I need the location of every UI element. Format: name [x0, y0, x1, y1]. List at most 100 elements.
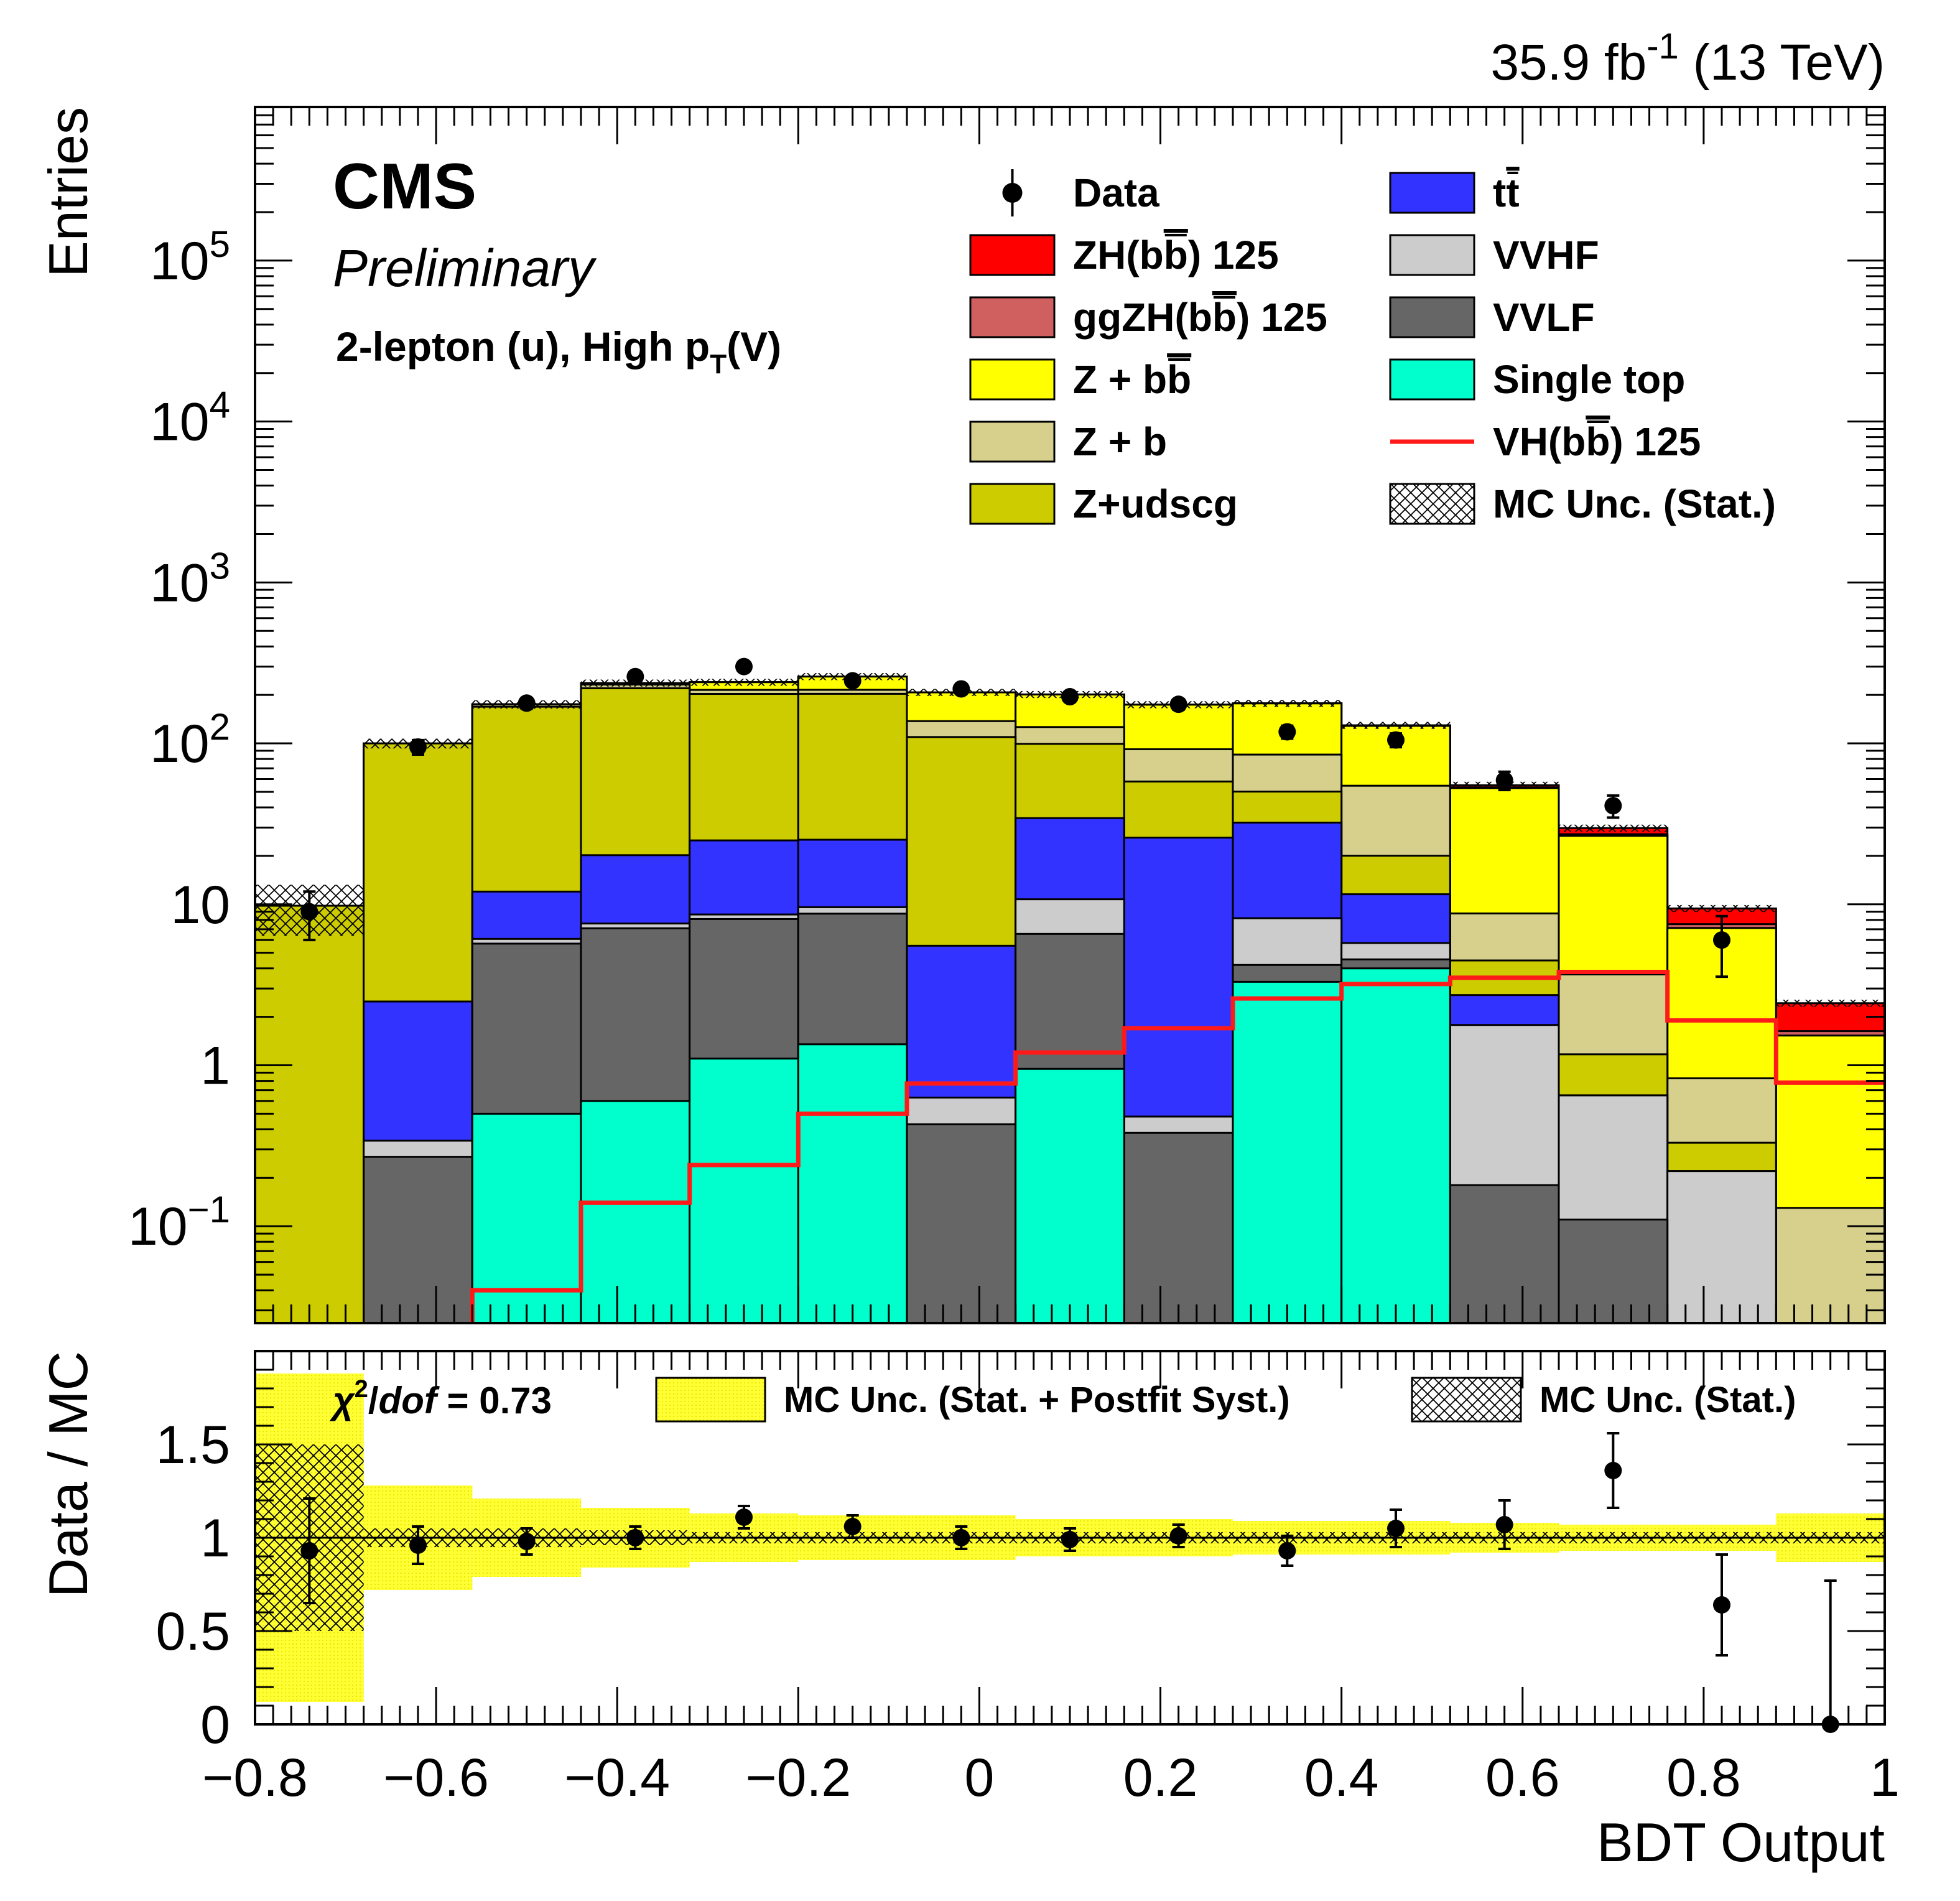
- data-point: [300, 903, 318, 921]
- ratio-point: [518, 1533, 536, 1550]
- ratio-point: [843, 1518, 862, 1535]
- ratio-point: [1387, 1520, 1405, 1537]
- bar-vvhf: [1666, 1170, 1777, 1323]
- ratio-point: [1169, 1527, 1187, 1545]
- ratio-legend: MC Unc. (Stat. + Postfit Syst.) MC Unc. (…: [655, 1377, 1796, 1423]
- y-tick-label-top: 105: [150, 223, 230, 291]
- y-tick-label-top: 104: [150, 384, 230, 452]
- data-point: [1278, 723, 1296, 741]
- x-tick-label: −0.4: [564, 1748, 670, 1808]
- data-point: [735, 658, 753, 676]
- legend-label: VH(bb) 125: [1493, 419, 1701, 464]
- ratio-point: [1278, 1542, 1296, 1559]
- vh-line-path: [470, 970, 1885, 1323]
- bar-st: [1340, 967, 1451, 1323]
- legend-label: tt: [1493, 170, 1520, 215]
- x-tick-label: −0.2: [745, 1748, 851, 1808]
- chi2-label: χ2/dof = 0.73: [329, 1375, 552, 1421]
- data-point: [952, 680, 970, 698]
- legend-entry: Single top: [1389, 357, 1685, 402]
- legend-swatch: [1389, 296, 1475, 338]
- legend-label: Data: [1073, 170, 1159, 215]
- main-axes: 10−1 1 10 102 103 104 105: [128, 106, 1886, 1324]
- y-tick-label-top: 1: [200, 1036, 230, 1096]
- legend-label: Z + b: [1073, 419, 1167, 464]
- data-point: [409, 738, 427, 756]
- y-tick-label-bottom: 0.5: [156, 1602, 230, 1662]
- x-tick-label: 1: [1870, 1748, 1900, 1808]
- legend-hatch-swatch: [1411, 1377, 1522, 1423]
- legend-swatch: [1389, 358, 1475, 401]
- legend-entry: ZH(bb) 125: [969, 233, 1279, 277]
- legend-entry: VH(bb) 125: [1390, 419, 1701, 464]
- bar-vvlf: [1123, 1132, 1234, 1323]
- stat-hatch: [1776, 1000, 1885, 1007]
- legend-label: ggZH(bb) 125: [1073, 295, 1327, 340]
- legend-band-swatch: [655, 1377, 766, 1423]
- ratio-point: [1604, 1462, 1622, 1479]
- ratio-point: [300, 1542, 318, 1559]
- data-point: [1169, 695, 1187, 713]
- ratio-point: [952, 1529, 970, 1546]
- y-tick-label-bottom: 1: [200, 1508, 230, 1568]
- legend-entry: VVHF: [1389, 233, 1599, 277]
- legend-entry: Z + bb: [969, 357, 1191, 402]
- ratio-legend-entry: MC Unc. (Stat. + Postfit Syst.): [655, 1377, 1290, 1423]
- y-tick-label-top: 10: [170, 875, 230, 935]
- legend-label: Z + bb: [1073, 357, 1191, 402]
- bar-st: [689, 1057, 799, 1323]
- y-tick-label-top: 102: [150, 706, 230, 774]
- ratio-panel: 0 0.5 1 1.5 −0.8 −0.6 −0.4 −0.2 0 0.2 0.4 0.6 0.8 1: [156, 1350, 1900, 1808]
- data-point: [1495, 771, 1513, 789]
- x-tick-label: 0.4: [1304, 1748, 1379, 1808]
- bar-st: [1015, 1067, 1125, 1323]
- stat-hatch: [1233, 700, 1342, 707]
- legend-label: VVLF: [1493, 295, 1595, 340]
- y-tick-label-bottom: 0: [200, 1695, 230, 1755]
- data-point: [626, 667, 644, 686]
- legend-swatch: [969, 421, 1056, 463]
- ratio-axes: 0 0.5 1 1.5 −0.8 −0.6 −0.4 −0.2 0 0.2 0.4 0.6 0.8 1: [156, 1350, 1900, 1808]
- bar-st: [580, 1100, 691, 1323]
- legend-swatch: [969, 296, 1056, 338]
- y-tick-label-top: 103: [150, 545, 230, 613]
- legend-entry: tt: [1389, 170, 1520, 215]
- bar-st: [1232, 980, 1343, 1323]
- ratio-point: [409, 1536, 427, 1554]
- x-tick-label: 0.6: [1485, 1748, 1560, 1808]
- legend-label: ZH(bb) 125: [1073, 233, 1279, 277]
- x-axis-label: BDT Output: [1597, 1811, 1885, 1873]
- bar-vvlf: [906, 1123, 1017, 1323]
- status-label: Preliminary: [333, 239, 597, 297]
- vh-signal-line: [470, 970, 1885, 1323]
- category-label: 2-lepton (u), High pT(V): [336, 323, 781, 379]
- data-points: [300, 658, 1730, 978]
- data-point: [518, 694, 536, 712]
- bar-vvlf: [363, 1156, 473, 1323]
- lumi-label: 35.9 fb-1 (13 TeV): [1490, 26, 1885, 91]
- legend-entry: Data: [1002, 169, 1159, 216]
- ratio-points: [300, 1432, 1839, 1733]
- y-tick-label-top: 10−1: [128, 1189, 230, 1257]
- main-panel: 10−1 1 10 102 103 104 105: [128, 106, 1886, 1324]
- mc-stack: [255, 676, 1885, 1323]
- legend-entry: VVLF: [1389, 295, 1595, 340]
- experiment-label: CMS: [333, 151, 476, 223]
- bar-vvlf: [1449, 1184, 1560, 1323]
- legend-entry: Z+udscg: [969, 481, 1238, 526]
- bar-st: [797, 1043, 908, 1323]
- legend-swatch: [969, 483, 1056, 525]
- legend-swatch: [1389, 234, 1475, 276]
- x-tick-label: −0.8: [202, 1748, 308, 1808]
- legend-entry: ggZH(bb) 125: [969, 295, 1327, 340]
- data-point: [1061, 688, 1079, 706]
- data-point: [1604, 797, 1622, 815]
- legend-marker: [1002, 183, 1023, 203]
- ratio-legend-label: MC Unc. (Stat. + Postfit Syst.): [784, 1380, 1290, 1420]
- x-tick-label: −0.6: [383, 1748, 489, 1808]
- legend-label: Z+udscg: [1073, 481, 1238, 526]
- data-point: [1387, 731, 1405, 749]
- x-tick-label: 0.8: [1666, 1748, 1741, 1808]
- stat-hatch: [1667, 904, 1777, 913]
- y-axis-label-top: Entries: [37, 107, 99, 277]
